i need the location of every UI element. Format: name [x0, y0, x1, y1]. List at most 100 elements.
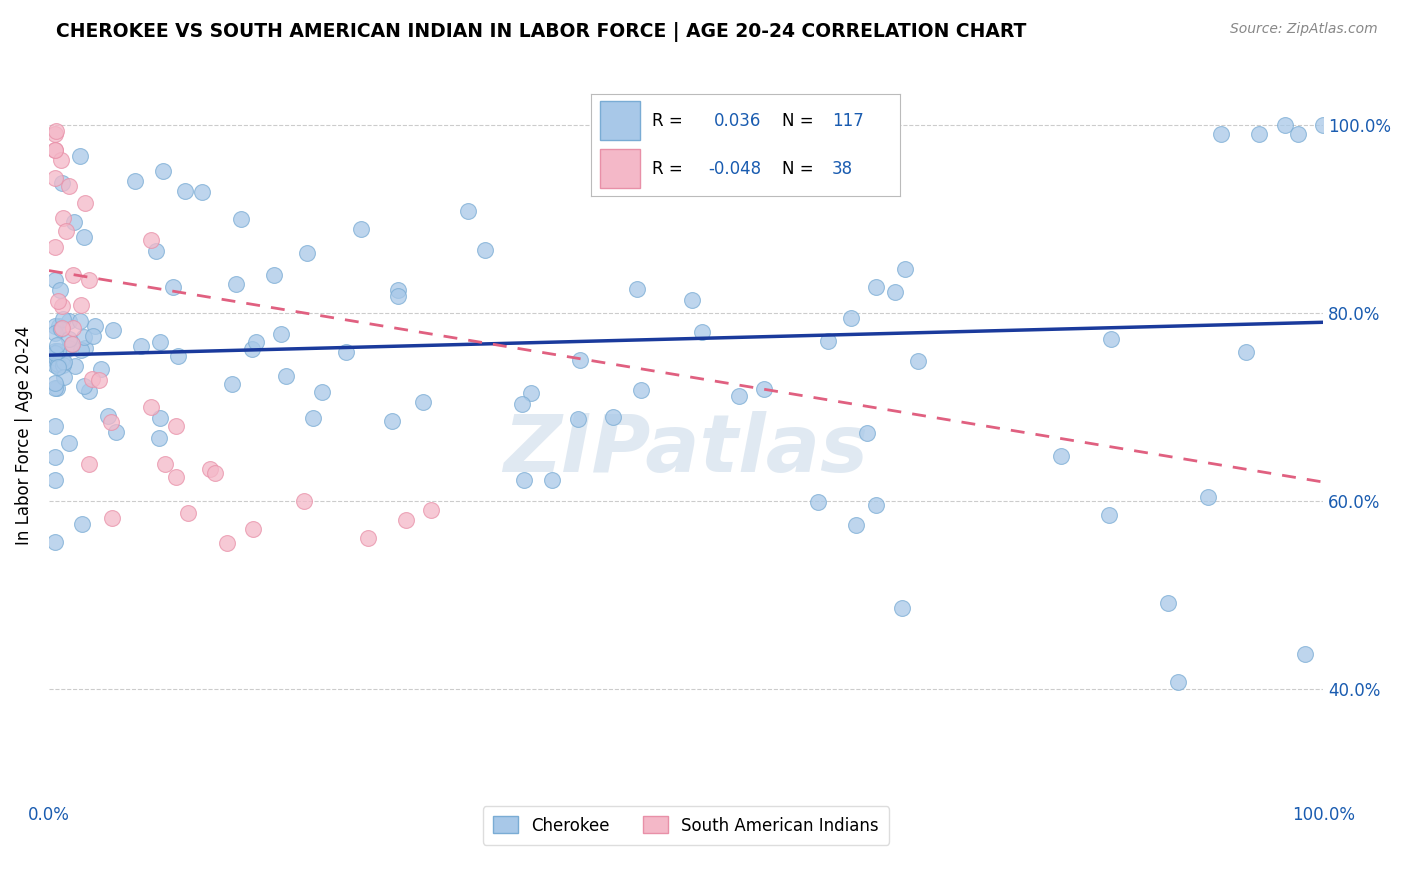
Point [457, 204, 479, 219]
Point [1098, 508, 1121, 522]
Point [44, 345, 66, 359]
Point [46, 357, 69, 371]
Point [100, 415, 122, 429]
Point [53, 354, 76, 368]
Point [1197, 490, 1219, 504]
Point [149, 335, 172, 350]
Text: 117: 117 [832, 112, 863, 130]
Point [52, 369, 75, 384]
Point [1049, 450, 1071, 464]
Point [79, 457, 101, 471]
Point [690, 325, 713, 339]
Point [474, 243, 496, 257]
Point [70, 298, 93, 312]
Point [907, 353, 929, 368]
Point [204, 466, 226, 480]
Point [44, 381, 66, 395]
Bar [600, 149, 640, 188]
Point [51, 320, 73, 334]
Point [46, 381, 69, 395]
Point [45, 123, 67, 137]
Point [55, 224, 77, 238]
Point [221, 376, 243, 391]
Point [240, 343, 263, 357]
Point [44, 143, 66, 157]
Point [1157, 597, 1180, 611]
Point [82, 329, 104, 343]
Point [270, 326, 292, 341]
Point [69, 149, 91, 163]
Point [129, 339, 152, 353]
Point [124, 174, 146, 188]
Point [73, 379, 96, 393]
Point [165, 469, 187, 483]
Point [44, 376, 66, 390]
Point [145, 244, 167, 259]
Point [541, 474, 564, 488]
Point [51, 351, 73, 366]
Point [44, 358, 66, 372]
Bar [600, 101, 640, 140]
Text: Source: ZipAtlas.com: Source: ZipAtlas.com [1230, 22, 1378, 37]
Point [167, 349, 190, 363]
Point [727, 389, 749, 403]
Point [62, 321, 84, 335]
Point [231, 212, 253, 227]
Point [84, 318, 107, 333]
Point [225, 277, 247, 291]
Point [1249, 128, 1271, 142]
Point [865, 279, 887, 293]
Point [97, 409, 120, 423]
Point [567, 412, 589, 426]
Point [48, 294, 70, 309]
Point [45, 351, 67, 365]
Point [58, 179, 80, 194]
Point [44, 127, 66, 141]
Point [1167, 674, 1189, 689]
Point [165, 418, 187, 433]
Point [311, 385, 333, 400]
Point [90, 362, 112, 376]
Point [356, 532, 378, 546]
Point [46, 338, 69, 352]
Point [569, 353, 592, 368]
Point [51, 177, 73, 191]
Point [215, 536, 238, 550]
Point [58, 314, 80, 328]
Point [630, 383, 652, 397]
Point [62, 268, 84, 282]
Point [302, 411, 325, 425]
Point [49, 322, 72, 336]
Point [75, 195, 97, 210]
Point [44, 240, 66, 254]
Point [44, 272, 66, 286]
Point [52, 211, 75, 225]
Point [602, 409, 624, 424]
Text: ZIPatlas: ZIPatlas [503, 410, 869, 489]
Point [58, 342, 80, 356]
Point [626, 282, 648, 296]
Point [44, 319, 66, 334]
Point [520, 386, 543, 401]
Point [101, 323, 124, 337]
Text: R =: R = [652, 112, 683, 130]
Point [1274, 118, 1296, 132]
Point [242, 522, 264, 536]
Point [44, 450, 66, 465]
Point [48, 318, 70, 333]
Point [198, 462, 221, 476]
Point [1099, 332, 1122, 346]
Point [274, 369, 297, 384]
Text: 38: 38 [832, 160, 853, 178]
Text: N =: N = [782, 112, 814, 130]
Point [63, 359, 86, 373]
Point [155, 457, 177, 471]
Point [63, 215, 86, 229]
Point [152, 164, 174, 178]
Point [817, 334, 839, 349]
Point [752, 382, 775, 396]
Point [89, 373, 111, 387]
Point [149, 410, 172, 425]
Point [292, 493, 315, 508]
Point [865, 498, 887, 512]
